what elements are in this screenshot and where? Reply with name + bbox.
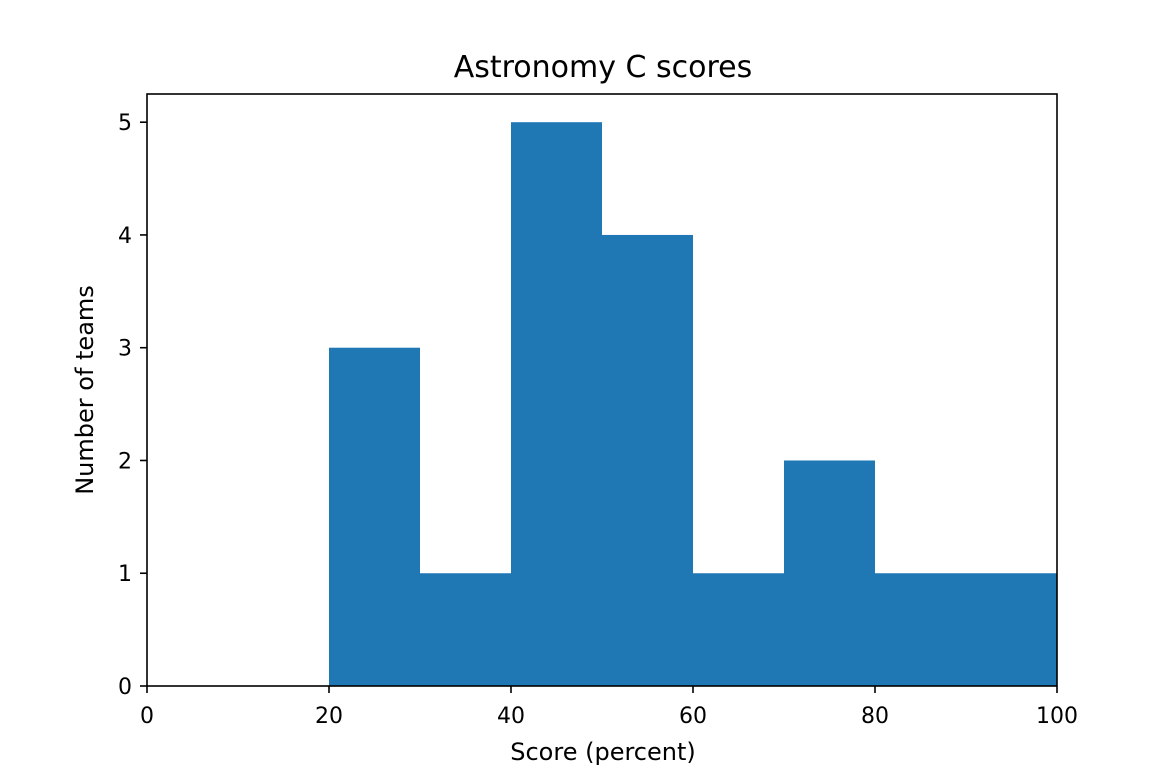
y-axis-ticks: 0 1 2 3 4 5	[118, 111, 147, 700]
x-tick-label: 0	[140, 704, 154, 729]
y-axis-label: Number of teams	[71, 285, 99, 495]
y-tick-label: 4	[118, 224, 132, 249]
histogram-bar-70-80	[784, 460, 875, 686]
y-tick-label: 2	[118, 449, 132, 474]
histogram-bar-40-50	[511, 122, 602, 686]
x-axis-ticks: 0 20 40 60 80 100	[140, 686, 1078, 729]
histogram-bar-90-100	[966, 573, 1057, 686]
y-tick-label: 0	[118, 675, 132, 700]
x-tick-label: 100	[1036, 704, 1078, 729]
plot-area-frame	[146, 93, 1058, 687]
x-tick-label: 40	[497, 704, 525, 729]
histogram-bar-20-30	[329, 347, 420, 686]
histogram-bar-30-40	[420, 573, 511, 686]
x-tick-label: 60	[679, 704, 707, 729]
x-axis-label: Score (percent)	[510, 738, 696, 766]
chart-title: Astronomy C scores	[454, 50, 753, 85]
histogram-bar-60-70	[693, 573, 784, 686]
y-tick-label: 5	[118, 111, 132, 136]
x-tick-label: 80	[861, 704, 889, 729]
x-tick-label: 20	[315, 704, 343, 729]
histogram-bar-80-90	[875, 573, 966, 686]
y-tick-label: 3	[118, 337, 132, 362]
y-tick-label: 1	[118, 562, 132, 587]
bars-group	[329, 122, 1057, 686]
histogram-bar-50-60	[602, 234, 693, 686]
